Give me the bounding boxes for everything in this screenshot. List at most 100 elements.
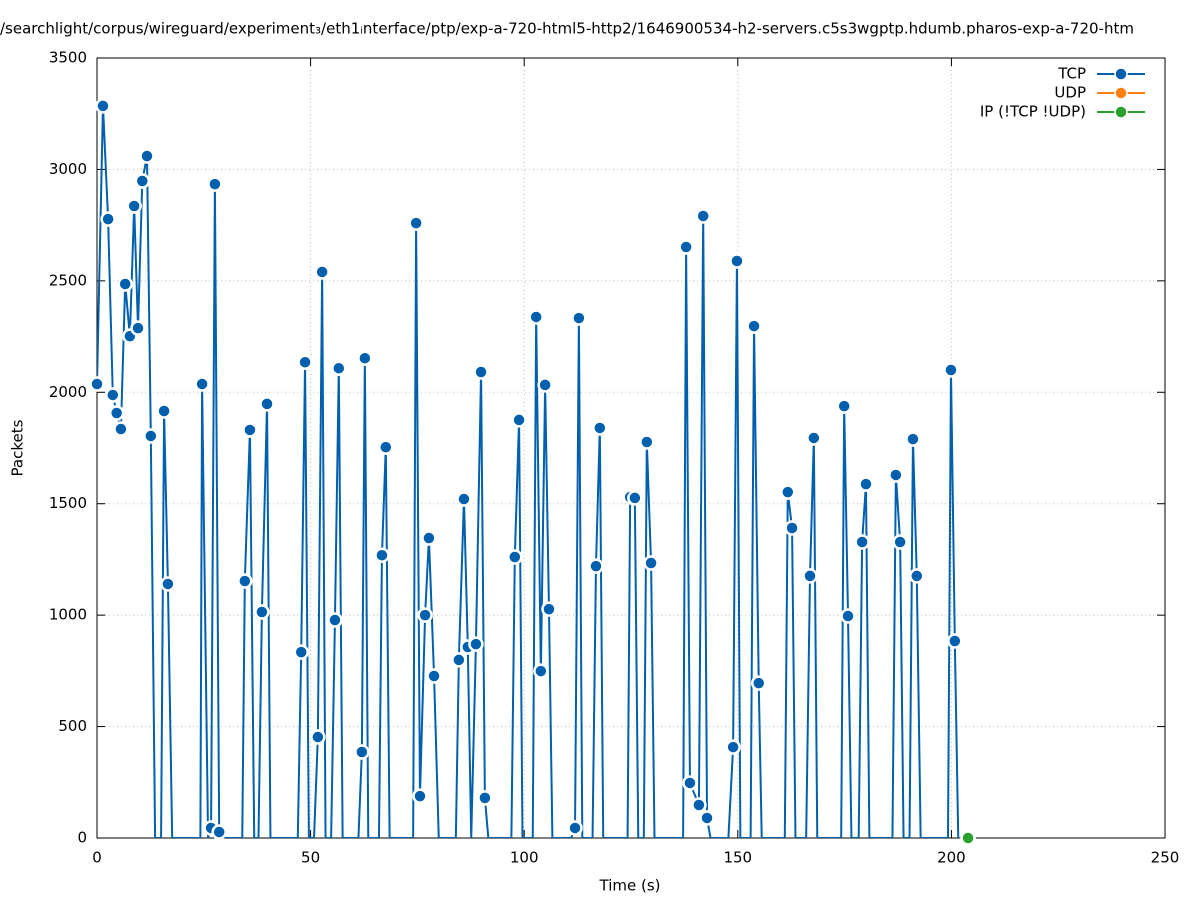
point: [699, 810, 715, 826]
point: [297, 354, 313, 370]
point: [802, 568, 818, 584]
point: [194, 376, 210, 392]
point: [473, 364, 489, 380]
point: [378, 439, 394, 455]
point: [237, 573, 253, 589]
point: [143, 428, 159, 444]
point: [408, 215, 424, 231]
point: [139, 148, 155, 164]
point: [960, 830, 976, 846]
point: [113, 421, 129, 437]
point: [909, 568, 925, 584]
y-axis-label: Packets: [9, 419, 27, 476]
x-tick-label: 150: [723, 849, 752, 867]
point: [207, 176, 223, 192]
point: [750, 675, 767, 691]
point: [806, 430, 822, 446]
point: [507, 549, 523, 565]
point: [943, 362, 959, 378]
y-tick-label: 3500: [49, 49, 87, 67]
point: [571, 310, 587, 326]
legend-label: IP (!TCP !UDP): [980, 103, 1086, 121]
point: [412, 788, 428, 804]
x-tick-label: 0: [92, 849, 102, 867]
point: [259, 396, 275, 412]
point: [746, 318, 762, 334]
x-tick-label: 200: [937, 849, 966, 867]
point: [314, 264, 330, 280]
point: [537, 377, 553, 393]
legend-label: TCP: [1057, 65, 1086, 83]
point: [89, 376, 105, 392]
point: [108, 405, 125, 421]
legend-marker: [1114, 86, 1128, 100]
point: [947, 633, 963, 649]
point: [417, 607, 433, 623]
point: [426, 668, 442, 684]
point: [639, 434, 655, 450]
point: [451, 652, 467, 668]
point: [725, 739, 741, 755]
point: [643, 555, 659, 571]
y-tick-label: 1500: [49, 494, 87, 512]
point: [840, 608, 856, 624]
point: [421, 530, 437, 546]
x-tick-label: 100: [510, 849, 539, 867]
point: [254, 604, 270, 620]
point: [905, 431, 921, 447]
point: [468, 636, 484, 652]
point: [354, 744, 370, 760]
plot-area: [97, 105, 960, 838]
point: [836, 398, 852, 414]
point: [511, 412, 527, 428]
point: [528, 309, 544, 325]
legend-label: UDP: [1054, 84, 1086, 102]
point: [588, 558, 604, 574]
point: [682, 775, 698, 791]
point: [627, 490, 643, 506]
point: [858, 476, 874, 492]
point: [374, 547, 390, 563]
point: [592, 420, 608, 436]
plot-border: [96, 57, 1166, 839]
y-tick-label: 1000: [49, 606, 87, 624]
point: [477, 790, 493, 806]
legend-marker: [1114, 67, 1128, 81]
y-tick-label: 2500: [49, 271, 87, 289]
point: [691, 797, 707, 813]
point: [95, 98, 111, 114]
point: [533, 663, 549, 679]
x-axis-label: Time (s): [599, 877, 661, 895]
point: [100, 211, 116, 227]
point: [117, 276, 133, 292]
y-tick-label: 2000: [49, 383, 87, 401]
point: [888, 467, 904, 483]
point: [156, 403, 172, 419]
point: [130, 320, 146, 336]
point: [211, 824, 227, 840]
point: [678, 239, 694, 255]
point: [567, 820, 583, 836]
point: [456, 491, 472, 507]
point: [327, 612, 343, 628]
point: [695, 208, 711, 224]
point: [126, 198, 142, 214]
legend-marker: [1114, 105, 1128, 119]
point: [729, 253, 745, 269]
point: [160, 576, 176, 592]
point: [784, 520, 800, 536]
point: [310, 729, 326, 745]
series-line: [97, 105, 960, 838]
point: [293, 644, 309, 660]
chart-title: /searchlight/corpus/wireguard/experiment…: [0, 20, 1134, 38]
y-tick-label: 500: [58, 717, 87, 735]
point: [357, 350, 373, 366]
point: [854, 534, 870, 550]
y-tick-label: 0: [77, 829, 87, 847]
x-tick-label: 50: [301, 849, 320, 867]
x-tick-label: 250: [1151, 849, 1180, 867]
point: [892, 534, 908, 550]
point: [541, 601, 557, 617]
point: [331, 360, 347, 376]
